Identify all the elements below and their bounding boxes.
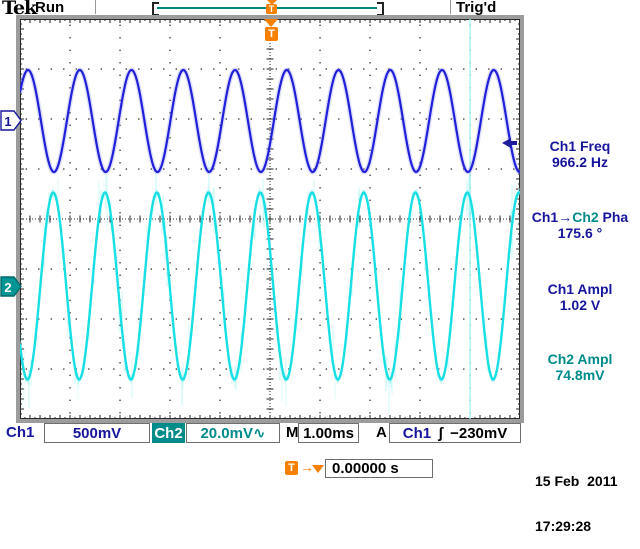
- timebase-readout: 1.00ms: [298, 423, 359, 443]
- waveform-display: [20, 19, 520, 419]
- phase-label-suffix: Pha: [598, 209, 629, 225]
- ch1-scale-readout: 500mV: [44, 423, 150, 443]
- phase-label-ch2: Ch2: [572, 209, 599, 225]
- header-divider: [450, 0, 451, 14]
- trigger-position-icon: [267, 0, 277, 5]
- measurement-ch1-ch2-phase: Ch1→Ch2 Pha 175.6 °: [520, 209, 640, 241]
- ch2-marker-label: 2: [4, 280, 11, 295]
- trigger-position-badge: T: [266, 4, 277, 14]
- trigger-source: Ch1: [402, 424, 432, 442]
- trigger-readout: Ch1 ʃ −230mV: [389, 423, 521, 443]
- trigger-level-arrow-shape: [502, 138, 517, 148]
- trigger-point-badge: T: [265, 27, 278, 41]
- ch1-label: Ch1: [6, 424, 35, 441]
- ch2-scale-readout: 20.0mV ∿: [186, 423, 280, 443]
- ch2-ground-marker: 2: [0, 276, 22, 297]
- trigger-level-arrow-icon: [502, 138, 517, 148]
- ch1-marker-shape: [0, 110, 22, 131]
- measurement-ch1-ampl: Ch1 Ampl 1.02 V: [520, 281, 640, 313]
- ch1-marker-label: 1: [4, 114, 11, 129]
- header-divider: [95, 0, 96, 14]
- trigger-point-arrow-icon: [264, 19, 278, 27]
- measurement-ch1-freq: Ch1 Freq 966.2 Hz: [520, 138, 640, 170]
- ch2-label-badge: Ch2: [152, 423, 185, 443]
- phase-label-ch1: Ch1→: [531, 209, 573, 225]
- datetime-readout: 15 Feb 2011 17:29:28: [535, 444, 618, 549]
- time-text: 17:29:28: [535, 518, 592, 534]
- ch2-scale-value: 20.0mV: [200, 424, 253, 442]
- rising-edge-icon: ʃ: [438, 424, 444, 442]
- arrow-right-icon: →: [300, 459, 314, 475]
- acquisition-state: Run: [35, 0, 65, 16]
- main-timebase-label: M: [286, 424, 299, 441]
- measurement-value: 175.6 °: [557, 224, 603, 241]
- measurement-value: 966.2 Hz: [551, 153, 609, 170]
- measurement-value: 1.02 V: [559, 296, 601, 313]
- measurement-value: 74.8mV: [555, 366, 605, 383]
- measurement-label: Ch1 Freq: [549, 138, 611, 154]
- oscilloscope-screen: { "header": { "logo": "Tek", "acq_state"…: [0, 0, 640, 534]
- record-view-left-bracket: [152, 2, 159, 16]
- horizontal-position-readout: 0.00000 s: [325, 459, 433, 478]
- measurement-ch2-ampl: Ch2 Ampl 74.8mV: [520, 351, 640, 383]
- ch1-ground-marker: 1: [0, 110, 22, 131]
- ac-coupling-icon: ∿: [252, 425, 266, 442]
- trigger-status: Trig'd: [456, 0, 497, 16]
- record-view-right-bracket: [377, 2, 384, 16]
- measurement-label: Ch2 Ampl: [547, 351, 613, 367]
- trigger-level-value: −230mV: [450, 424, 508, 442]
- tek-logo: Tek: [2, 0, 37, 19]
- trigger-a-label: A: [376, 424, 387, 441]
- horizontal-trigger-badge: T: [285, 461, 298, 475]
- date-text: 15 Feb 2011: [535, 473, 618, 489]
- triangle-down-icon: [312, 465, 324, 473]
- measurement-label: Ch1 Ampl: [547, 281, 613, 297]
- ch2-marker-shape: [0, 276, 22, 297]
- measurement-label: Ch1→Ch2 Pha: [520, 209, 640, 226]
